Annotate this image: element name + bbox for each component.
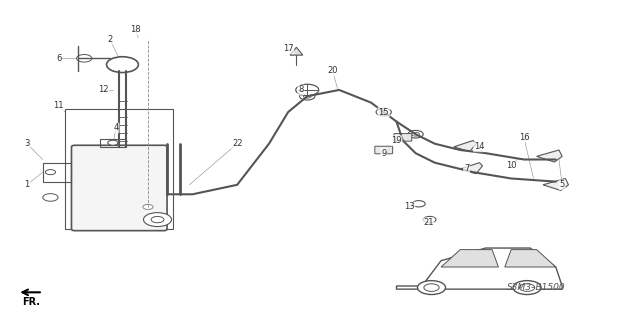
Circle shape — [380, 110, 388, 114]
Text: 16: 16 — [518, 133, 529, 142]
Text: 9: 9 — [381, 149, 387, 158]
Text: 18: 18 — [130, 25, 141, 34]
Circle shape — [300, 93, 315, 100]
Circle shape — [143, 213, 172, 226]
Text: 14: 14 — [474, 142, 484, 151]
Text: FR.: FR. — [22, 297, 40, 307]
Bar — [65, 109, 173, 229]
Circle shape — [45, 170, 56, 175]
Polygon shape — [454, 141, 476, 152]
Text: 17: 17 — [283, 44, 294, 53]
Text: 22: 22 — [232, 139, 243, 148]
Text: 1: 1 — [24, 180, 29, 189]
Circle shape — [151, 216, 164, 223]
Polygon shape — [396, 248, 562, 289]
Circle shape — [417, 281, 445, 294]
Text: 2: 2 — [107, 35, 113, 44]
Polygon shape — [543, 178, 568, 190]
Circle shape — [106, 57, 138, 72]
Polygon shape — [460, 163, 483, 174]
FancyBboxPatch shape — [375, 146, 393, 154]
Text: 8: 8 — [298, 85, 303, 94]
Circle shape — [513, 281, 541, 294]
Text: 15: 15 — [378, 108, 389, 116]
Text: 11: 11 — [54, 101, 64, 110]
Polygon shape — [505, 250, 556, 267]
Text: 7: 7 — [464, 165, 469, 174]
FancyBboxPatch shape — [394, 134, 412, 141]
Circle shape — [43, 194, 58, 201]
Text: 20: 20 — [328, 66, 338, 76]
Text: 19: 19 — [391, 136, 402, 145]
Text: 6: 6 — [56, 54, 61, 63]
Circle shape — [143, 204, 153, 210]
Polygon shape — [290, 47, 303, 55]
Polygon shape — [537, 150, 562, 162]
Circle shape — [376, 108, 392, 116]
Bar — [100, 139, 125, 147]
Circle shape — [424, 284, 439, 291]
Text: 4: 4 — [113, 123, 118, 132]
Circle shape — [412, 201, 425, 207]
Text: 10: 10 — [506, 161, 516, 170]
Circle shape — [412, 132, 419, 136]
Text: 5: 5 — [559, 180, 564, 189]
Circle shape — [77, 55, 92, 62]
Text: 12: 12 — [98, 85, 109, 94]
Circle shape — [296, 84, 319, 96]
FancyBboxPatch shape — [72, 145, 167, 231]
Text: 13: 13 — [404, 203, 415, 211]
Circle shape — [423, 216, 436, 223]
Polygon shape — [441, 250, 499, 267]
Text: 21: 21 — [423, 218, 433, 227]
Circle shape — [108, 140, 118, 145]
Circle shape — [408, 130, 423, 138]
Text: 3: 3 — [24, 139, 29, 148]
Bar — [43, 163, 72, 182]
Circle shape — [303, 94, 311, 98]
Circle shape — [520, 284, 535, 291]
Text: S3M3–B1500: S3M3–B1500 — [507, 283, 565, 292]
